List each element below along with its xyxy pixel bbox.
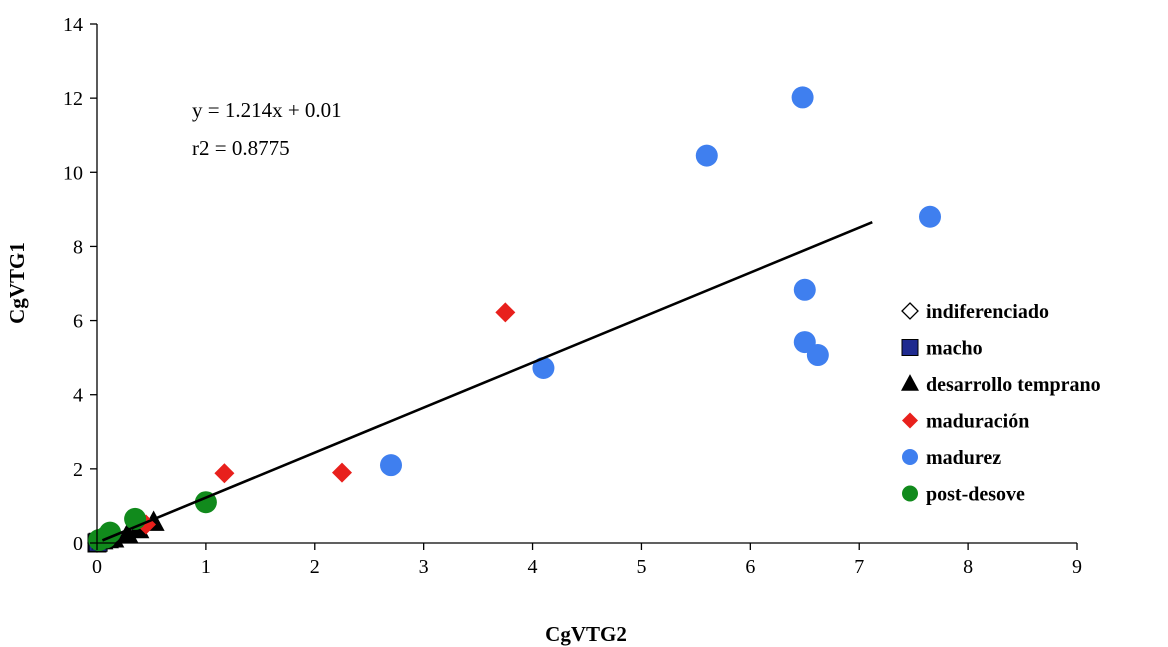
r-squared-label: r2 = 0.8775 <box>192 136 290 160</box>
data-point-maduraci-n <box>332 462 352 483</box>
legend-marker-post-desove <box>902 485 918 502</box>
data-point-maduraci-n <box>495 302 516 323</box>
legend-label: post-desove <box>926 484 1025 506</box>
x-axis-ticks: 0 1 2 3 4 5 6 7 8 9 <box>92 543 1082 578</box>
x-tick-label: 0 <box>92 556 102 578</box>
y-tick-label: 12 <box>63 88 83 110</box>
legend-label: indiferenciado <box>926 301 1049 323</box>
data-point-madurez <box>791 86 814 109</box>
data-point-madurez <box>695 144 718 167</box>
data-point-desarrollo-temprano <box>116 522 139 544</box>
y-tick-label: 4 <box>73 385 83 407</box>
x-tick-label: 2 <box>310 556 320 578</box>
y-axis-title: CgVTG1 <box>5 242 29 324</box>
legend-marker-indiferenciado <box>901 302 919 320</box>
x-tick-label: 3 <box>419 556 429 578</box>
legend-label: desarrollo temprano <box>926 374 1101 396</box>
x-tick-label: 4 <box>528 556 538 578</box>
legend: indiferenciado macho desarrollo temprano ma… <box>901 301 1101 506</box>
legend-marker-madurez <box>902 449 918 465</box>
x-tick-label: 6 <box>745 556 755 578</box>
data-point-madurez <box>532 357 555 380</box>
data-point-madurez <box>793 278 816 301</box>
regression-equation: y = 1.214x + 0.01 <box>192 98 342 122</box>
x-tick-label: 8 <box>963 556 973 578</box>
legend-label: madurez <box>926 447 1001 469</box>
data-point-maduraci-n <box>214 463 235 484</box>
x-axis-title: CgVTG2 <box>545 622 627 646</box>
y-tick-label: 6 <box>73 311 83 333</box>
legend-marker-maduraci-n <box>902 412 918 429</box>
data-point-madurez <box>806 344 829 367</box>
x-tick-label: 1 <box>201 556 211 578</box>
y-tick-label: 10 <box>63 162 83 184</box>
trend-line <box>101 220 873 542</box>
x-tick-label: 9 <box>1072 556 1082 578</box>
legend-label: maduración <box>926 411 1029 433</box>
y-tick-label: 0 <box>73 533 83 555</box>
legend-marker-macho <box>901 339 919 356</box>
y-axis-ticks: 0 2 4 6 8 10 12 14 <box>63 14 97 555</box>
y-tick-label: 2 <box>73 459 83 481</box>
y-tick-label: 14 <box>63 14 83 36</box>
data-point-madurez <box>919 205 941 228</box>
data-point-madurez <box>380 454 402 477</box>
x-tick-label: 5 <box>636 556 646 578</box>
x-tick-label: 7 <box>854 556 864 578</box>
data-point-post-desove <box>94 526 117 549</box>
legend-marker-desarrollo-temprano <box>901 374 919 391</box>
legend-label: macho <box>926 338 983 360</box>
y-tick-label: 8 <box>73 236 83 258</box>
